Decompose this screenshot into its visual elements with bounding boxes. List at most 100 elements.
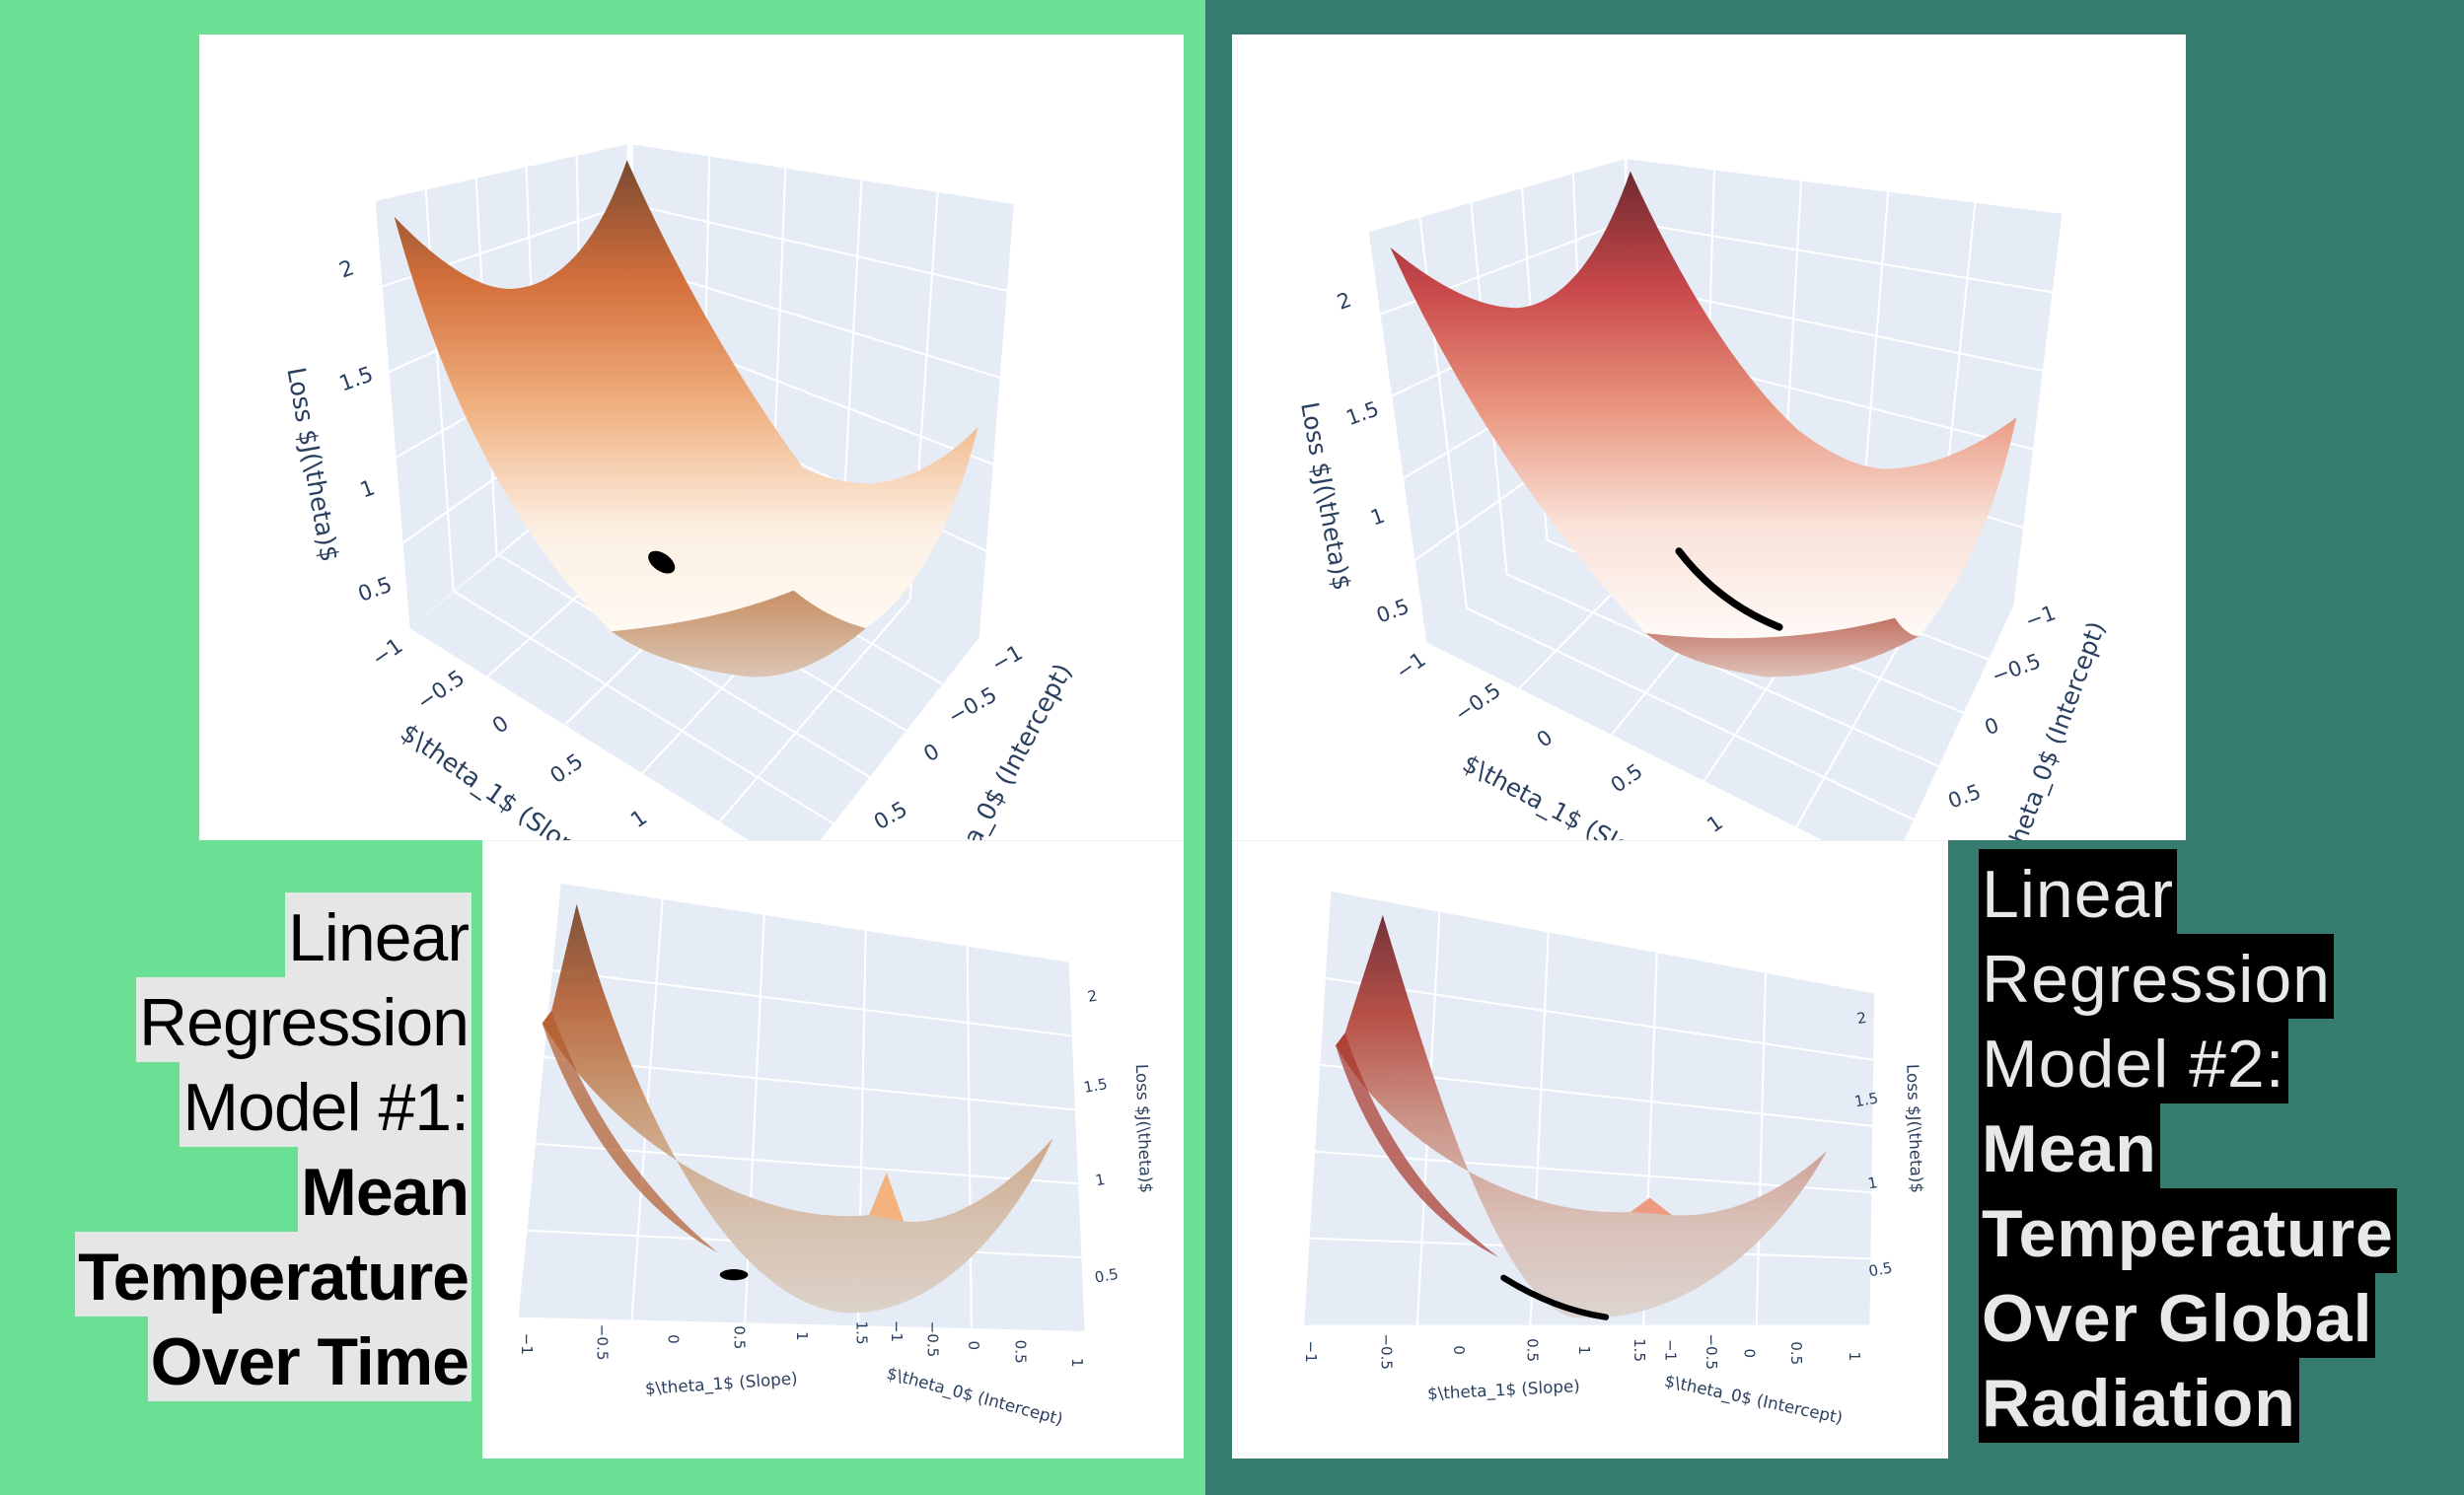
z-tick-label: 0.5	[1093, 1265, 1120, 1287]
slope-tick-label: −0.5	[413, 666, 470, 716]
z-tick-label: 1	[357, 475, 379, 503]
intercept-tick-label: 0.5	[1945, 780, 1985, 814]
loss-surface-underside	[611, 590, 866, 677]
title-line: Temperature	[1979, 1188, 2397, 1273]
grid-line	[544, 1055, 1076, 1111]
slope-tick-label: −0.5	[594, 1324, 612, 1361]
title-line: Model #2:	[1979, 1019, 2288, 1103]
slope-tick-label: −1	[368, 634, 408, 673]
z-tick-label: 2	[1086, 987, 1099, 1006]
gradient-descent-path	[1500, 1274, 1610, 1320]
z-tick-label: 1.5	[1082, 1075, 1109, 1097]
intercept-axis-title: $\theta_0$ (Intercept)	[885, 1363, 1065, 1430]
loss-surface	[542, 903, 1053, 1314]
loss-surface	[394, 160, 978, 677]
title-line: Regression	[136, 977, 471, 1062]
z-tick-label: 0.5	[1373, 595, 1413, 628]
title-line: Linear	[284, 892, 471, 977]
slope-tick-label: −1	[518, 1333, 536, 1355]
title-line: Mean	[1979, 1103, 2160, 1188]
intercept-tick-label: −1	[2022, 601, 2059, 633]
intercept-tick-label: −0.5	[944, 682, 1001, 730]
model-2-surface-chart-side: 0.5 1 1.5 2 −1 −0.5 0 0.5 1 1.5 −1 −0.5 0 0.5 1 Loss $J…	[1232, 840, 1948, 1459]
intercept-tick-label: 0.5	[1787, 1341, 1805, 1365]
gradient-descent-path	[1675, 547, 1783, 631]
intercept-tick-label: 0	[919, 740, 943, 768]
slope-tick-label: 1	[793, 1331, 811, 1341]
slope-tick-label: −1	[1392, 647, 1430, 683]
z-tick-label: 1.5	[336, 362, 377, 396]
slope-tick-label: 0	[1533, 725, 1558, 751]
title-line: Mean	[298, 1147, 471, 1232]
gradient-descent-path	[648, 550, 676, 574]
slope-tick-label: −0.5	[1450, 678, 1504, 727]
slope-tick-label: −0.5	[1378, 1333, 1396, 1370]
loss-surface-edge	[1336, 1032, 1499, 1258]
title-line: Radiation	[1979, 1358, 2299, 1443]
intercept-tick-label: 0	[1740, 1348, 1758, 1358]
grid-line	[1755, 972, 1768, 1325]
slope-tick-label: 1	[1703, 811, 1727, 837]
slope-axis-title: $\theta_1$ (Slope)	[644, 1368, 798, 1399]
grid-line	[966, 946, 973, 1329]
slope-tick-label: 0	[664, 1334, 682, 1344]
slope-axis-title: $\theta_1$ (Slope)	[1458, 748, 1670, 840]
loss-surface	[1336, 914, 1828, 1318]
z-axis-title: Loss $J(\theta)$	[280, 365, 343, 564]
z-tick-label: 2	[336, 255, 358, 283]
slope-tick-label: −1	[1302, 1341, 1320, 1363]
slope-axis-title: $\theta_1$ (Slope)	[1427, 1376, 1581, 1404]
intercept-tick-label: 1	[1068, 1358, 1086, 1368]
grid-line	[1627, 220, 2053, 294]
z-axis-title: Loss $J(\theta)$	[1132, 1064, 1157, 1194]
title-line: Temperature	[75, 1232, 471, 1317]
slope-tick-label: 1	[1575, 1345, 1593, 1355]
z-tick-label: 2	[1855, 1009, 1868, 1028]
slope-tick-label: 1	[626, 806, 652, 833]
z-tick-label: 1	[1866, 1174, 1879, 1192]
intercept-tick-label: 0.5	[870, 797, 911, 835]
grid-line	[1314, 1150, 1872, 1194]
slope-tick-label: 0.5	[1607, 759, 1647, 798]
intercept-tick-label: −0.5	[1989, 649, 2044, 688]
slope-tick-label: 0	[1450, 1345, 1468, 1355]
slope-tick-label: 1.5	[853, 1321, 871, 1345]
z-axis-title: Loss $J(\theta)$	[1295, 400, 1356, 593]
loss-surface-far-peak	[1631, 1197, 1672, 1216]
intercept-tick-label: 0	[1982, 713, 2002, 740]
slope-tick-label: 0	[488, 711, 514, 739]
slope-tick-label: 0.5	[730, 1325, 748, 1349]
intercept-tick-label: 0	[965, 1341, 982, 1351]
grid-line	[454, 591, 834, 825]
z-tick-label: 0.5	[355, 573, 396, 607]
loss-surface	[1390, 171, 2017, 677]
intercept-tick-label: 1	[1846, 1352, 1863, 1362]
title-line: Over Time	[147, 1317, 471, 1401]
grid-line	[551, 968, 1072, 1037]
title-line: Model #1:	[180, 1062, 471, 1147]
intercept-tick-label: −0.5	[1703, 1333, 1720, 1370]
model-2-title: Linear Regression Model #2: Mean Tempera…	[1979, 849, 2397, 1443]
intercept-tick-label: −1	[888, 1320, 906, 1342]
loss-surface-edge	[542, 1011, 719, 1253]
intercept-axis-title: $\theta_0$ (Intercept)	[1663, 1371, 1845, 1429]
intercept-tick-label: −1	[987, 641, 1027, 678]
loss-surface-underside	[1645, 617, 1920, 677]
intercept-tick-label: −1	[1662, 1339, 1680, 1361]
grid-line	[535, 1142, 1079, 1185]
z-axis-title: Loss $J(\theta)$	[1903, 1064, 1927, 1194]
grid-line	[718, 599, 911, 822]
grid-line	[632, 203, 1008, 292]
z-tick-label: 0.5	[1867, 1258, 1894, 1280]
z-tick-label: 1	[1094, 1171, 1107, 1189]
z-tick-label: 2	[1334, 288, 1354, 315]
title-line: Linear	[1979, 849, 2178, 934]
title-line: Regression	[1979, 934, 2334, 1019]
grid-line	[632, 263, 1001, 379]
model-1-surface-chart-side: 0.5 1 1.5 2 −1 −0.5 0 0.5 1 1.5 −1 −0.5 0 0.5 1 Loss $J…	[482, 840, 1184, 1459]
